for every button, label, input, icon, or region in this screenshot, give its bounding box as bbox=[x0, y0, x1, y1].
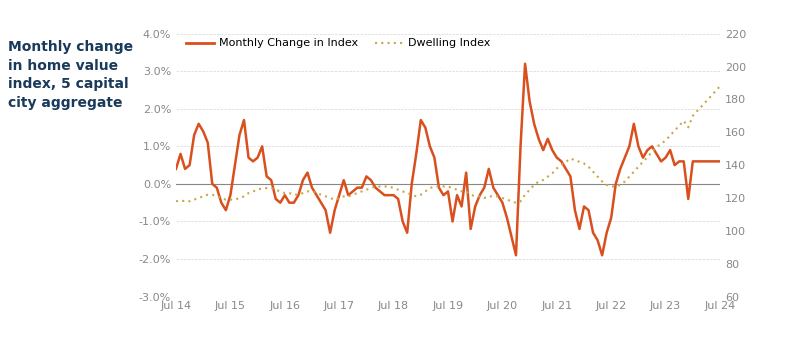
Text: Monthly change
in home value
index, 5 capital
city aggregate: Monthly change in home value index, 5 ca… bbox=[8, 40, 133, 110]
Legend: Monthly Change in Index, Dwelling Index: Monthly Change in Index, Dwelling Index bbox=[182, 34, 495, 53]
